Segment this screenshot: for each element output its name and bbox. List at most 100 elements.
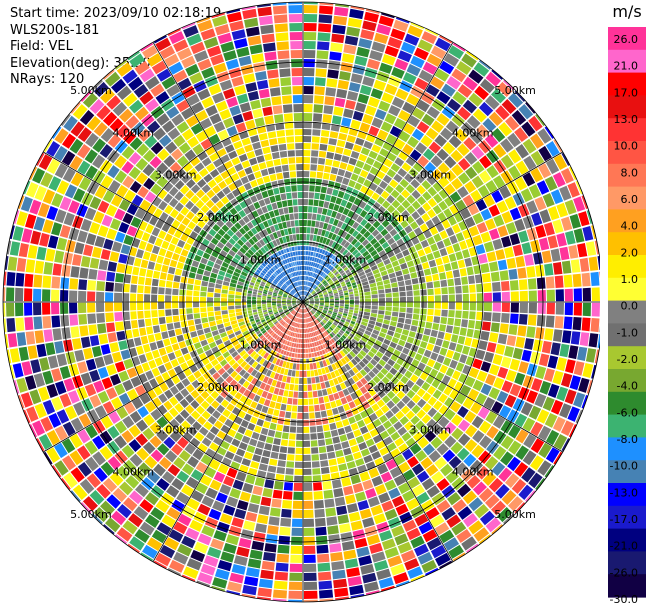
- velocity-gate-3816: [87, 313, 97, 324]
- velocity-gate-1136: [404, 279, 412, 286]
- velocity-gate-1730: [346, 328, 352, 333]
- velocity-gate-956: [350, 279, 356, 284]
- velocity-gate-1367: [527, 314, 537, 326]
- velocity-gate-2702: [264, 543, 277, 553]
- velocity-gate-2000: [386, 400, 395, 409]
- velocity-gate-4069: [133, 257, 142, 267]
- velocity-gate-2707: [257, 587, 272, 598]
- velocity-gate-2610: [293, 491, 303, 500]
- velocity-gate-1139: [425, 275, 433, 283]
- velocity-gate-1352: [413, 308, 420, 314]
- velocity-gate-390: [310, 283, 314, 288]
- velocity-gate-3846: [186, 302, 193, 308]
- velocity-gate-3927: [221, 293, 228, 298]
- velocity-gate-4016: [201, 280, 209, 287]
- velocity-gate-502: [402, 143, 414, 156]
- velocity-gate-1776: [358, 339, 366, 346]
- velocity-gate-2491: [333, 578, 348, 589]
- velocity-gate-2022: [307, 307, 310, 311]
- velocity-gate-705: [375, 233, 383, 241]
- velocity-gate-558: [478, 59, 492, 70]
- velocity-gate-612: [337, 260, 343, 266]
- velocity-gate-904: [309, 297, 313, 300]
- velocity-gate-731: [304, 298, 308, 301]
- velocity-gate-1610: [404, 342, 413, 350]
- velocity-gate-962: [385, 263, 393, 270]
- velocity-gate-1791: [444, 397, 454, 408]
- velocity-gate-1278: [501, 291, 510, 302]
- velocity-gate-3971: [214, 288, 221, 294]
- velocity-gate-2696: [272, 489, 283, 499]
- velocity-gate-1597: [332, 313, 337, 317]
- velocity-gate-4967: [267, 167, 276, 175]
- velocity-gate-1666: [488, 387, 500, 400]
- velocity-gate-3644: [94, 356, 105, 369]
- velocity-gate-2568: [303, 500, 314, 509]
- velocity-gate-1388: [364, 308, 371, 313]
- velocity-gate-4971: [260, 139, 270, 148]
- velocity-gate-1468: [333, 308, 339, 312]
- velocity-gate-2769: [276, 395, 283, 403]
- velocity-gate-1883: [471, 444, 485, 458]
- velocity-gate-2045: [389, 415, 399, 425]
- velocity-gate-2818: [258, 434, 267, 442]
- velocity-gate-3884: [221, 298, 228, 302]
- velocity-gate-937: [504, 196, 517, 210]
- velocity-gate-1084: [348, 289, 353, 293]
- velocity-gate-2013: [451, 477, 465, 491]
- velocity-gate-279: [342, 177, 350, 186]
- velocity-gate-1011: [426, 253, 435, 261]
- velocity-gate-2687: [282, 425, 290, 433]
- velocity-gate-1799: [500, 435, 514, 450]
- velocity-gate-1977: [503, 513, 515, 525]
- velocity-gate-958: [359, 274, 367, 280]
- velocity-gate-633: [436, 148, 449, 161]
- velocity-gate-1878: [437, 416, 450, 428]
- velocity-gate-2486: [328, 534, 341, 544]
- velocity-gate-88: [304, 286, 306, 291]
- velocity-gate-2791: [231, 564, 246, 575]
- velocity-gate-3691: [56, 353, 68, 367]
- velocity-gate-1682: [326, 314, 331, 318]
- velocity-gate-864: [322, 289, 327, 292]
- velocity-gate-1068: [535, 224, 547, 239]
- velocity-gate-1870: [396, 381, 405, 390]
- velocity-gate-625: [396, 194, 406, 204]
- velocity-gate-266: [316, 258, 320, 263]
- velocity-gate-1462: [304, 302, 309, 304]
- velocity-gate-393: [317, 270, 321, 275]
- velocity-gate-2745: [251, 540, 265, 551]
- velocity-gate-4028: [116, 263, 126, 274]
- velocity-gate-4110: [149, 253, 158, 262]
- velocity-gate-1212: [344, 297, 349, 300]
- velocity-gate-2776: [264, 443, 273, 451]
- velocity-gate-867: [335, 281, 340, 286]
- velocity-gate-4037: [36, 246, 47, 261]
- velocity-gate-196: [333, 153, 342, 161]
- velocity-gate-292: [373, 79, 387, 91]
- velocity-gate-1809: [316, 312, 320, 316]
- velocity-gate-1072: [569, 213, 581, 229]
- velocity-gate-1908: [366, 362, 375, 370]
- velocity-gate-454: [376, 170, 386, 180]
- velocity-gate-2659: [277, 544, 290, 554]
- velocity-gate-474: [306, 292, 310, 297]
- velocity-gate-968: [423, 246, 432, 255]
- velocity-gate-1093: [403, 273, 411, 281]
- velocity-gate-4981: [238, 55, 252, 67]
- velocity-gate-3687: [91, 345, 102, 358]
- velocity-gate-786: [353, 262, 360, 269]
- velocity-gate-1922: [437, 429, 450, 442]
- velocity-gate-770: [514, 127, 529, 142]
- velocity-gate-1322: [510, 302, 519, 313]
- velocity-gate-1039: [338, 289, 343, 293]
- velocity-gate-1252: [330, 300, 334, 302]
- velocity-gate-1855: [326, 322, 331, 326]
- velocity-gate-3715: [201, 317, 209, 324]
- velocity-gate-2553: [303, 391, 308, 398]
- velocity-gate-2490: [332, 569, 346, 580]
- velocity-gate-1928: [476, 465, 490, 480]
- velocity-gate-1806: [304, 303, 308, 306]
- velocity-gate-1232: [476, 283, 483, 293]
- velocity-gate-479: [320, 271, 325, 277]
